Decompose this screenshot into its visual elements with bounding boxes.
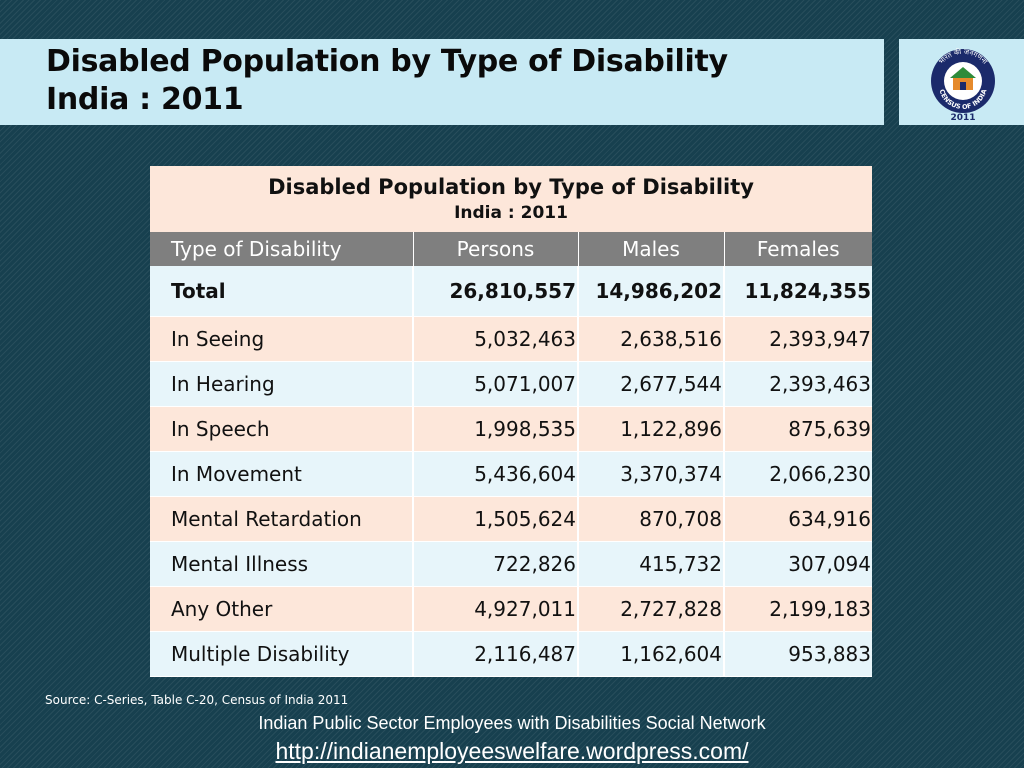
females-cell: 2,199,183 — [724, 586, 873, 632]
females-cell: 2,066,230 — [724, 451, 873, 497]
females-cell: 2,393,463 — [724, 361, 873, 407]
table-row: In Seeing 5,032,463 2,638,516 2,393,947 — [150, 316, 873, 362]
females-cell: 307,094 — [724, 541, 873, 587]
title-bar: Disabled Population by Type of Disabilit… — [0, 39, 884, 125]
disability-table: Disabled Population by Type of Disabilit… — [150, 166, 873, 677]
females-cell: 875,639 — [724, 406, 873, 452]
row-label: Mental Illness — [150, 541, 414, 587]
network-name: Indian Public Sector Employees with Disa… — [258, 713, 766, 733]
persons-cell: 5,032,463 — [413, 316, 579, 362]
table-caption-title: Disabled Population by Type of Disabilit… — [268, 175, 754, 199]
slide-title-line1: Disabled Population by Type of Disabilit… — [46, 44, 728, 79]
row-label: Mental Retardation — [150, 496, 414, 542]
table-row: Mental Illness 722,826 415,732 307,094 — [150, 541, 873, 587]
males-cell: 3,370,374 — [578, 451, 725, 497]
persons-cell: 1,505,624 — [413, 496, 579, 542]
table-row: In Hearing 5,071,007 2,677,544 2,393,463 — [150, 361, 873, 407]
persons-cell: 722,826 — [413, 541, 579, 587]
table-row: In Movement 5,436,604 3,370,374 2,066,23… — [150, 451, 873, 497]
row-label: Any Other — [150, 586, 414, 632]
census-emblem-icon: भारत की जनगणना CENSUS OF INDIA 2011 — [931, 47, 995, 123]
website-link[interactable]: http://indianemployeeswelfare.wordpress.… — [275, 738, 749, 764]
males-cell: 2,638,516 — [578, 316, 725, 362]
persons-cell: 26,810,557 — [413, 266, 579, 317]
table-caption-subtitle: India : 2011 — [454, 203, 568, 223]
logo-year: 2011 — [950, 113, 975, 123]
column-header-type: Type of Disability — [150, 232, 414, 266]
table-row: Mental Retardation 1,505,624 870,708 634… — [150, 496, 873, 542]
males-cell: 415,732 — [578, 541, 725, 587]
persons-cell: 2,116,487 — [413, 631, 579, 677]
row-label: In Hearing — [150, 361, 414, 407]
females-cell: 2,393,947 — [724, 316, 873, 362]
males-cell: 1,122,896 — [578, 406, 725, 452]
persons-cell: 1,998,535 — [413, 406, 579, 452]
table-row: In Speech 1,998,535 1,122,896 875,639 — [150, 406, 873, 452]
column-header-persons: Persons — [413, 232, 579, 266]
persons-cell: 5,436,604 — [413, 451, 579, 497]
table-row: Multiple Disability 2,116,487 1,162,604 … — [150, 631, 873, 677]
persons-cell: 5,071,007 — [413, 361, 579, 407]
females-cell: 953,883 — [724, 631, 873, 677]
table-caption: Disabled Population by Type of Disabilit… — [150, 166, 873, 232]
row-label: Total — [150, 266, 414, 317]
column-header-females: Females — [724, 232, 873, 266]
males-cell: 14,986,202 — [578, 266, 725, 317]
census-logo: भारत की जनगणना CENSUS OF INDIA 2011 — [899, 39, 1024, 125]
table-row: Any Other 4,927,011 2,727,828 2,199,183 — [150, 586, 873, 632]
source-note: Source: C-Series, Table C-20, Census of … — [45, 693, 349, 707]
row-label: In Movement — [150, 451, 414, 497]
males-cell: 2,677,544 — [578, 361, 725, 407]
persons-cell: 4,927,011 — [413, 586, 579, 632]
males-cell: 870,708 — [578, 496, 725, 542]
males-cell: 2,727,828 — [578, 586, 725, 632]
females-cell: 11,824,355 — [724, 266, 873, 317]
row-label: In Seeing — [150, 316, 414, 362]
row-label: In Speech — [150, 406, 414, 452]
table-row-total: Total 26,810,557 14,986,202 11,824,355 — [150, 266, 873, 317]
females-cell: 634,916 — [724, 496, 873, 542]
slide-title-line2: India : 2011 — [46, 82, 244, 117]
column-header-males: Males — [578, 232, 725, 266]
row-label: Multiple Disability — [150, 631, 414, 677]
males-cell: 1,162,604 — [578, 631, 725, 677]
